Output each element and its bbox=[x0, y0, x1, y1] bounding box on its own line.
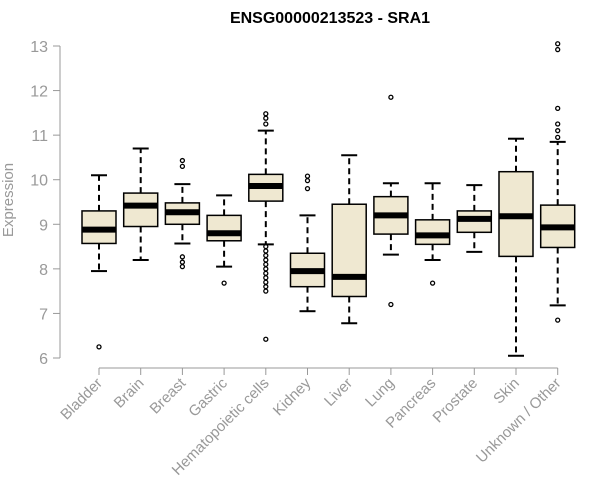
x-tick-label: Lung bbox=[362, 375, 398, 411]
outlier-point bbox=[388, 94, 394, 100]
outlier-point bbox=[263, 266, 269, 272]
outlier-point bbox=[263, 288, 269, 294]
x-tick-label: Breast bbox=[147, 374, 190, 417]
outlier-point bbox=[179, 263, 186, 270]
y-tick-label: 6 bbox=[39, 351, 48, 368]
y-tick-label: 8 bbox=[39, 262, 48, 279]
outlier-point bbox=[263, 275, 269, 281]
outlier-point bbox=[263, 279, 269, 285]
outlier-point bbox=[388, 301, 394, 308]
outlier-point bbox=[263, 121, 269, 127]
outlier-point bbox=[221, 280, 227, 286]
outlier-point bbox=[263, 284, 269, 290]
y-axis: 6 7 8 9 10 11 12 13 bbox=[30, 39, 61, 368]
outlier-point bbox=[555, 105, 561, 112]
box-2 bbox=[164, 157, 201, 270]
box-0 bbox=[81, 174, 117, 350]
outlier-point bbox=[179, 259, 186, 265]
outlier-point bbox=[304, 185, 311, 192]
outlier-point bbox=[555, 128, 561, 134]
iqr-box bbox=[331, 203, 367, 298]
y-axis-label: Expression bbox=[0, 163, 17, 237]
x-tick-label: Kidney bbox=[270, 374, 315, 419]
y-tick-label: 9 bbox=[39, 217, 48, 234]
outlier-point bbox=[263, 257, 269, 263]
outlier-point bbox=[555, 46, 561, 53]
y-tick-label: 10 bbox=[30, 173, 48, 190]
box-8 bbox=[414, 182, 451, 286]
outlier-point bbox=[304, 177, 311, 184]
outlier-point bbox=[555, 134, 561, 141]
box-3 bbox=[206, 194, 242, 286]
outlier-point bbox=[429, 280, 436, 286]
outlier-point bbox=[555, 317, 561, 323]
x-tick-label: Bladder bbox=[57, 375, 106, 424]
boxes-group bbox=[81, 41, 576, 357]
outlier-point bbox=[179, 163, 186, 169]
box-5 bbox=[289, 173, 326, 313]
x-tick-label: Brain bbox=[111, 375, 148, 412]
outlier-point bbox=[179, 157, 186, 164]
outlier-point bbox=[263, 261, 269, 268]
outlier-point bbox=[263, 111, 269, 117]
outlier-point bbox=[263, 115, 269, 121]
y-tick-label: 7 bbox=[39, 306, 48, 323]
box-10 bbox=[498, 137, 534, 357]
y-tick-label: 12 bbox=[30, 84, 48, 101]
outlier-point bbox=[263, 270, 269, 276]
x-tick-label: Prostate bbox=[430, 375, 482, 427]
box-7 bbox=[373, 94, 409, 308]
outlier-point bbox=[304, 173, 311, 179]
box-4 bbox=[248, 111, 284, 342]
outlier-point bbox=[263, 248, 269, 254]
outlier-point bbox=[263, 336, 269, 342]
outlier-point bbox=[555, 121, 561, 127]
y-tick-label: 11 bbox=[31, 128, 48, 145]
box-9 bbox=[456, 184, 493, 253]
box-1 bbox=[122, 147, 159, 261]
iqr-box bbox=[122, 192, 159, 228]
x-tick-label: Liver bbox=[321, 375, 356, 410]
x-tick-label: Skin bbox=[490, 375, 523, 408]
outlier-point bbox=[96, 344, 102, 350]
outlier-point bbox=[555, 41, 561, 47]
box-11 bbox=[539, 41, 576, 323]
box-6 bbox=[331, 154, 367, 325]
y-tick-label: 13 bbox=[30, 39, 48, 56]
outlier-point bbox=[263, 252, 269, 259]
iqr-box bbox=[414, 219, 451, 246]
outlier-point bbox=[263, 243, 269, 250]
chart-title: ENSG00000213523 - SRA1 bbox=[230, 10, 430, 27]
iqr-box bbox=[206, 214, 242, 242]
outlier-point bbox=[179, 254, 186, 260]
